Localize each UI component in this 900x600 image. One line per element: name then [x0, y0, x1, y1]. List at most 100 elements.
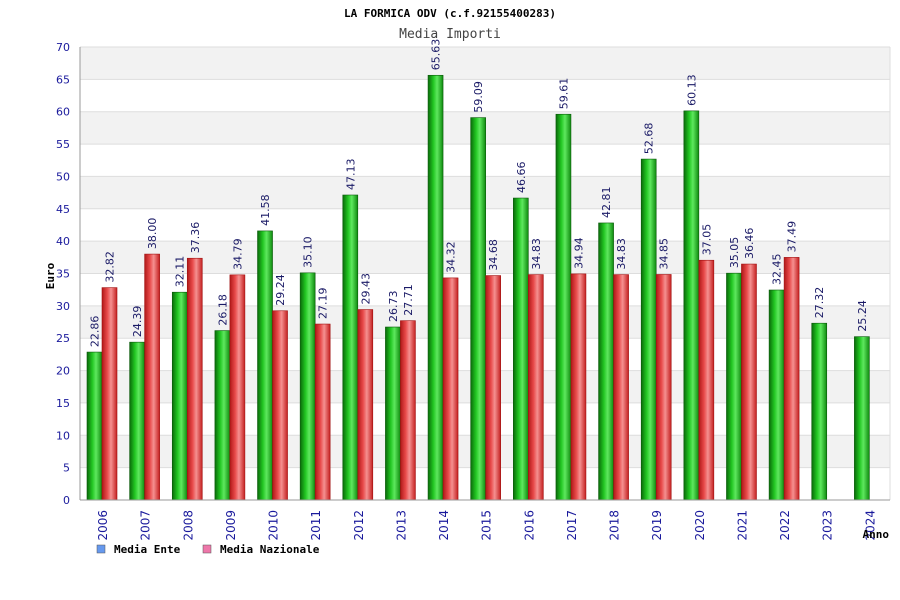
data-label-media-nazionale: 36.46 [743, 228, 756, 260]
bar-media-nazionale [229, 274, 246, 501]
bar-media-nazionale [698, 259, 715, 501]
y-tick-label: 45 [56, 203, 70, 216]
legend-label-media-nazionale: Media Nazionale [220, 543, 320, 556]
data-label-media-ente: 60.13 [685, 74, 698, 106]
x-tick-label: 2017 [565, 510, 579, 541]
data-label-media-nazionale: 29.24 [274, 274, 287, 306]
x-tick-label: 2010 [267, 510, 281, 541]
bar-media-nazionale [144, 253, 160, 501]
y-tick-label: 55 [56, 138, 70, 151]
x-tick-label: 2022 [778, 510, 792, 541]
x-tick-label: 2011 [309, 510, 323, 541]
y-tick-label: 30 [56, 300, 70, 313]
data-label-media-nazionale: 37.49 [786, 221, 799, 253]
bar-media-ente [726, 272, 742, 501]
legend-item-media-nazionale: Media Nazionale [202, 543, 320, 556]
y-tick-label: 15 [56, 397, 70, 410]
data-label-media-nazionale: 37.05 [700, 224, 713, 256]
y-tick-label: 25 [56, 332, 70, 345]
bar-media-nazionale [570, 273, 587, 501]
bar-media-ente [214, 330, 231, 501]
bar-media-ente [470, 117, 486, 501]
legend-label-media-ente: Media Ente [114, 543, 181, 556]
bar-media-ente [129, 341, 145, 501]
x-tick-label: 2024 [863, 510, 877, 541]
x-tick-label: 2019 [650, 510, 664, 541]
data-label-media-nazionale: 34.83 [615, 238, 628, 270]
legend-swatch-media-nazionale [202, 544, 212, 554]
x-tick-label: 2023 [821, 510, 835, 541]
x-tick-label: 2008 [181, 510, 195, 541]
data-label-media-nazionale: 34.83 [530, 238, 543, 270]
y-tick-label: 65 [56, 73, 70, 86]
x-tick-label: 2016 [522, 510, 536, 541]
x-tick-label: 2018 [608, 510, 622, 541]
y-tick-label: 35 [56, 268, 70, 281]
data-label-media-ente: 41.58 [259, 194, 272, 226]
bar-media-ente [427, 74, 444, 501]
data-label-media-ente: 26.73 [387, 291, 400, 323]
data-label-media-ente: 25.24 [856, 300, 869, 332]
bar-media-ente [385, 326, 401, 501]
bar-media-ente [513, 197, 529, 501]
data-label-media-ente: 27.32 [813, 287, 826, 319]
bar-media-ente [598, 222, 614, 501]
bar-media-nazionale [655, 274, 672, 501]
bar-media-nazionale [272, 310, 288, 501]
y-tick-label: 70 [56, 41, 70, 54]
x-tick-label: 2015 [480, 510, 494, 541]
bar-media-nazionale [400, 320, 416, 501]
bar-media-nazionale [357, 309, 374, 501]
data-label-media-nazionale: 34.32 [445, 241, 458, 273]
data-label-media-nazionale: 34.79 [231, 238, 244, 269]
bar-media-nazionale [314, 323, 331, 501]
data-label-media-ente: 52.68 [643, 123, 656, 155]
grid-band [80, 47, 890, 80]
data-label-media-ente: 59.09 [472, 81, 485, 113]
bar-media-nazionale [186, 257, 203, 501]
data-label-media-nazionale: 38.00 [146, 218, 159, 250]
bar-media-nazionale [741, 263, 757, 501]
bar-media-ente [854, 336, 870, 501]
x-tick-label: 2007 [139, 510, 153, 541]
bar-media-ente [768, 289, 785, 501]
bar-media-ente [683, 110, 700, 501]
data-label-media-ente: 22.86 [89, 316, 102, 348]
bar-media-ente [555, 113, 572, 501]
x-axis-ticks: 2006 2007 2008 2009 2010 2011 2012 2013 2014 2015… [96, 510, 877, 541]
y-tick-label: 0 [63, 494, 70, 507]
data-label-media-ente: 32.11 [174, 256, 187, 288]
x-tick-label: 2020 [693, 510, 707, 541]
data-label-media-ente: 65.63 [430, 39, 443, 71]
y-tick-label: 60 [56, 106, 70, 119]
y-tick-label: 40 [56, 235, 70, 248]
data-label-media-nazionale: 34.85 [658, 238, 671, 270]
data-label-media-nazionale: 32.82 [104, 251, 117, 283]
data-label-media-nazionale: 29.43 [359, 273, 372, 305]
y-tick-label: 50 [56, 170, 70, 183]
chart-title: LA FORMICA ODV (c.f.92155400283) [344, 7, 556, 20]
legend-item-media-ente: Media Ente [96, 543, 181, 556]
data-label-media-nazionale: 37.36 [189, 222, 202, 254]
data-label-media-nazionale: 34.94 [572, 237, 585, 269]
bar-media-ente [171, 291, 188, 501]
data-label-media-ente: 47.13 [344, 159, 357, 191]
legend: Media Ente Media Nazionale [96, 543, 320, 556]
x-tick-label: 2021 [735, 510, 749, 541]
data-label-media-ente: 42.81 [600, 186, 613, 218]
bar-media-ente [257, 230, 273, 501]
y-tick-label: 5 [63, 462, 70, 475]
data-label-media-ente: 32.45 [771, 254, 784, 286]
bar-media-nazionale [613, 274, 629, 501]
x-tick-label: 2012 [352, 510, 366, 541]
y-tick-label: 20 [56, 365, 70, 378]
bar-media-ente [640, 158, 657, 501]
bar-media-ente [342, 194, 359, 501]
y-axis-ticks: 0 5 10 15 20 25 30 35 40 45 50 55 60 65 70 [56, 41, 70, 507]
data-label-media-ente: 59.61 [557, 78, 570, 110]
y-axis-label: Euro [44, 262, 57, 289]
data-label-media-ente: 26.18 [216, 294, 229, 326]
bar-media-nazionale [442, 277, 459, 501]
